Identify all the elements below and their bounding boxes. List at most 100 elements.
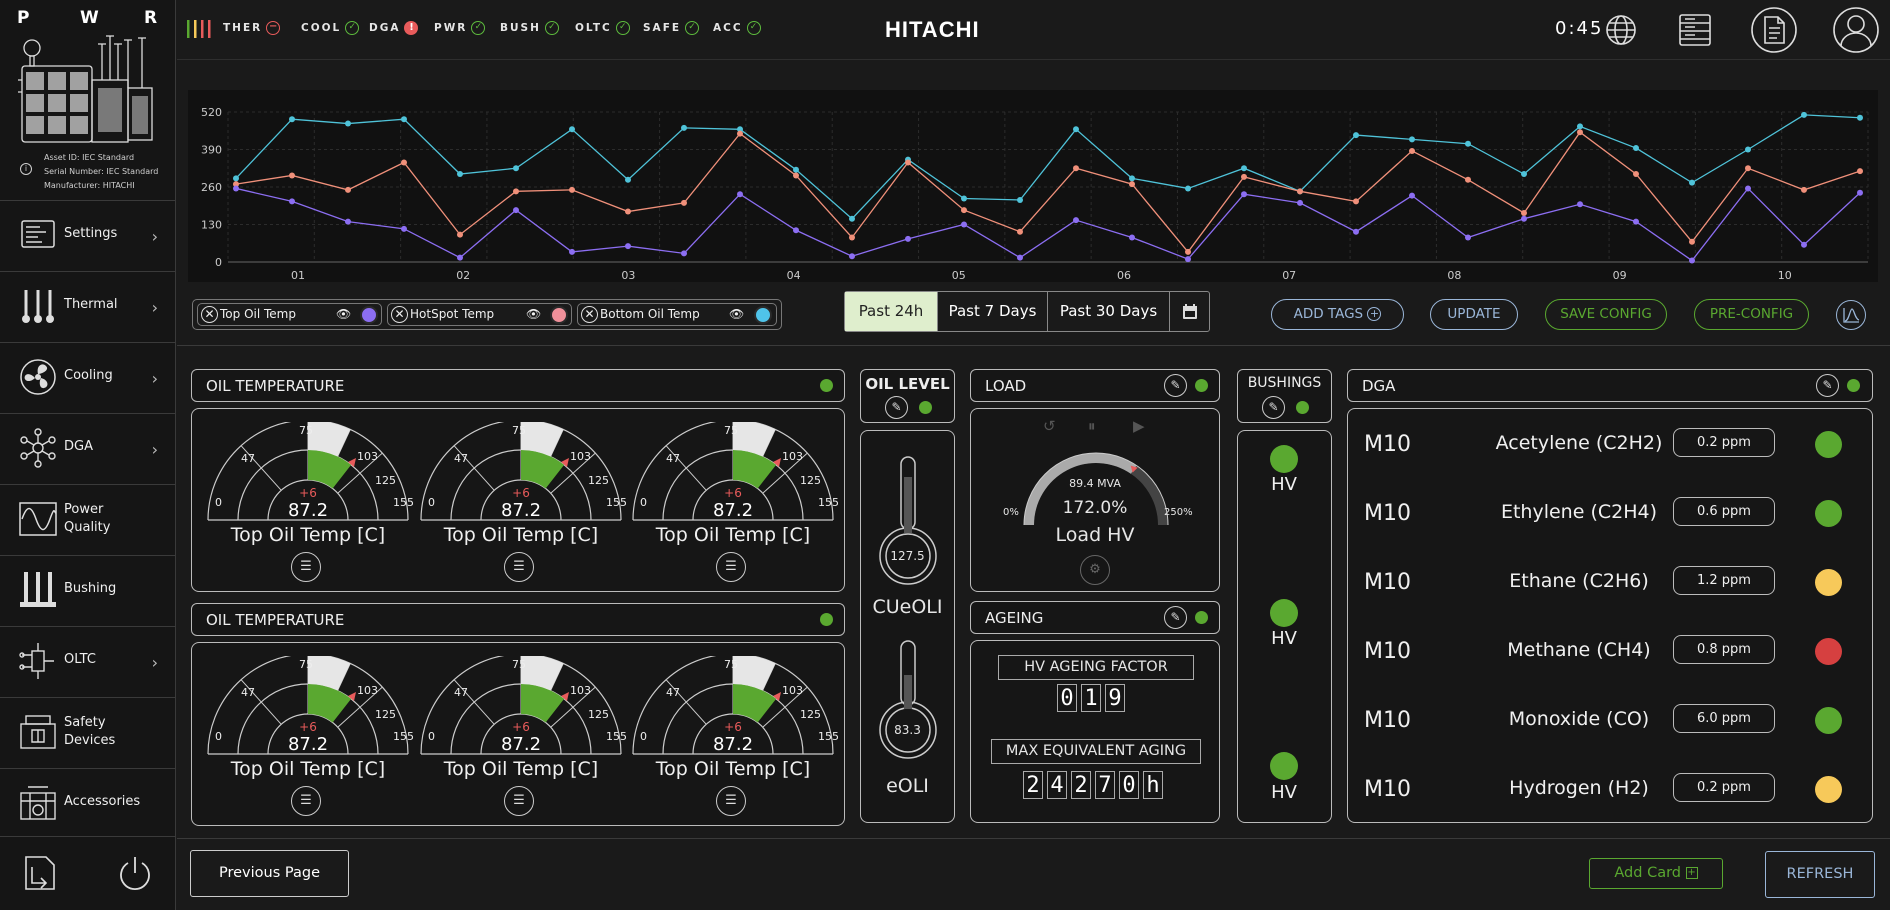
sidebar-item-oltc[interactable]: OLTC ›: [0, 626, 176, 696]
hitachi-brand: HITACHI: [885, 17, 980, 42]
sidebar-label-line: Thermal: [64, 297, 118, 312]
digit-box: 1: [1081, 684, 1101, 712]
sidebar-label-line: Power: [64, 502, 104, 517]
range-30d[interactable]: Past 30 Days: [1048, 292, 1170, 331]
load-hv-label: Load HV: [1055, 524, 1135, 546]
calendar-button[interactable]: [1170, 292, 1209, 331]
gauge-settings-button[interactable]: ☰: [716, 552, 746, 582]
sidebar-item-dga[interactable]: DGA ›: [0, 413, 176, 483]
sidebar-item-settings[interactable]: Settings ›: [0, 200, 176, 270]
save-config-button[interactable]: SAVE CONFIG: [1545, 299, 1667, 330]
chart-settings-button[interactable]: [1836, 300, 1866, 330]
chart-background: [188, 90, 1878, 282]
range-24h[interactable]: Past 24h: [845, 292, 938, 331]
legend-tag-hotspot[interactable]: ✕ HotSpot Temp 👁: [387, 303, 572, 326]
status-pwr[interactable]: PWR ✓: [434, 21, 486, 35]
data-point: [1521, 209, 1527, 216]
gauge-fill: [308, 656, 351, 691]
pause-icon[interactable]: ⏸: [1088, 417, 1096, 435]
pwr-logo: P W R: [0, 8, 176, 28]
x-tick-label: 09: [1613, 269, 1627, 282]
time-range-selector: Past 24h Past 7 Days Past 30 Days: [844, 291, 1210, 332]
add-tags-button[interactable]: ADD TAGS +: [1271, 299, 1404, 330]
add-card-button[interactable]: Add Card +: [1589, 858, 1723, 889]
status-bush[interactable]: BUSH ✓: [500, 21, 559, 35]
edit-pen-icon[interactable]: ✎: [1164, 374, 1187, 397]
dga-title: DGA: [1362, 377, 1396, 395]
edit-pen-icon[interactable]: ✎: [1816, 374, 1839, 397]
trend-chart: 0 130 260 390 520 01 02 03 04 05 06 07 08 09 10: [188, 90, 1878, 282]
y-tick-label: 260: [201, 181, 222, 194]
server-list-icon[interactable]: [1678, 13, 1712, 47]
data-point: [681, 199, 687, 206]
legend-tag-bottom-oil[interactable]: ✕ Bottom Oil Temp 👁: [577, 303, 777, 326]
edit-pen-icon[interactable]: ✎: [1262, 396, 1285, 419]
refresh-button[interactable]: REFRESH: [1765, 851, 1875, 898]
gauge-fill: [733, 656, 776, 691]
status-cool[interactable]: COOL ✓: [301, 21, 360, 35]
data-point: [1857, 189, 1863, 196]
status-acc[interactable]: ACC ✓: [713, 21, 761, 35]
gauge-title: Top Oil Temp [C]: [443, 524, 599, 546]
tap-changer-icon: [19, 643, 54, 679]
remove-tag-icon[interactable]: ✕: [581, 306, 598, 323]
gauge-settings-button[interactable]: ☰: [504, 552, 534, 582]
update-button[interactable]: UPDATE: [1430, 299, 1518, 330]
visibility-eye-icon[interactable]: 👁: [336, 307, 352, 321]
load-settings-button[interactable]: ⚙: [1080, 555, 1110, 585]
gauge-settings-button[interactable]: ☰: [716, 786, 746, 816]
rewind-icon[interactable]: ↺: [1043, 417, 1056, 435]
data-point: [905, 159, 911, 166]
power-icon[interactable]: [116, 853, 154, 893]
pwr-letter-p: P: [17, 8, 31, 28]
gauge-settings-button[interactable]: ☰: [291, 552, 321, 582]
export-file-icon[interactable]: [22, 853, 58, 893]
legend-color-dot: [550, 306, 568, 324]
report-icon[interactable]: [1750, 6, 1798, 54]
gauge-settings-button[interactable]: ☰: [504, 786, 534, 816]
edit-pen-icon[interactable]: ✎: [1164, 606, 1187, 629]
play-icon[interactable]: ▶: [1133, 417, 1145, 435]
sidebar-item-thermal[interactable]: Thermal ›: [0, 271, 176, 341]
legend-tag-top-oil[interactable]: ✕ Top Oil Temp 👁: [197, 303, 382, 326]
status-oltc[interactable]: OLTC ✓: [575, 21, 630, 35]
status-label: PWR: [434, 22, 468, 34]
previous-page-button[interactable]: Previous Page: [190, 850, 349, 897]
info-icon[interactable]: i: [20, 163, 32, 175]
visibility-eye-icon[interactable]: 👁: [729, 307, 745, 321]
add-tags-label: ADD TAGS: [1293, 306, 1364, 322]
edit-pen-icon[interactable]: ✎: [885, 396, 908, 419]
range-7d[interactable]: Past 7 Days: [938, 292, 1048, 331]
gauge-tick-label: 103: [570, 450, 591, 463]
user-avatar-icon[interactable]: [1832, 6, 1880, 54]
data-point: [1857, 114, 1863, 121]
gauge-settings-button[interactable]: ☰: [291, 786, 321, 816]
calendar-icon: [1182, 304, 1197, 319]
sidebar-item-accessories[interactable]: Accessories: [0, 768, 176, 838]
data-point: [401, 116, 407, 123]
pre-config-button[interactable]: PRE-CONFIG: [1694, 299, 1809, 330]
y-tick-label: 390: [201, 144, 222, 157]
sidebar-item-safety[interactable]: Safety Devices: [0, 697, 176, 767]
x-tick-label: 04: [787, 269, 801, 282]
status-safe[interactable]: SAFE ✓: [643, 21, 700, 35]
status-ther[interactable]: THER −: [223, 21, 281, 35]
gauge-tick-label: 0: [215, 496, 222, 509]
status-dga[interactable]: DGA!: [369, 21, 419, 35]
gauge-tick-label: 47: [454, 452, 468, 465]
data-point: [1745, 185, 1751, 192]
sidebar-item-power[interactable]: Power Quality: [0, 484, 176, 554]
status-bars-icon: [187, 20, 211, 38]
remove-tag-icon[interactable]: ✕: [391, 306, 408, 323]
gauge-marker: [561, 458, 569, 467]
gauge-tick-label: 47: [666, 686, 680, 699]
globe-icon[interactable]: [1605, 14, 1637, 46]
grid-plus-icon: +: [1685, 867, 1698, 879]
gauge-value: 87.2: [501, 734, 541, 755]
sidebar-item-cooling[interactable]: Cooling ›: [0, 342, 176, 412]
dga-header: DGA ✎: [1347, 369, 1873, 402]
remove-tag-icon[interactable]: ✕: [201, 306, 218, 323]
sidebar-item-bushing[interactable]: Bushing: [0, 555, 176, 625]
visibility-eye-icon[interactable]: 👁: [526, 307, 542, 321]
